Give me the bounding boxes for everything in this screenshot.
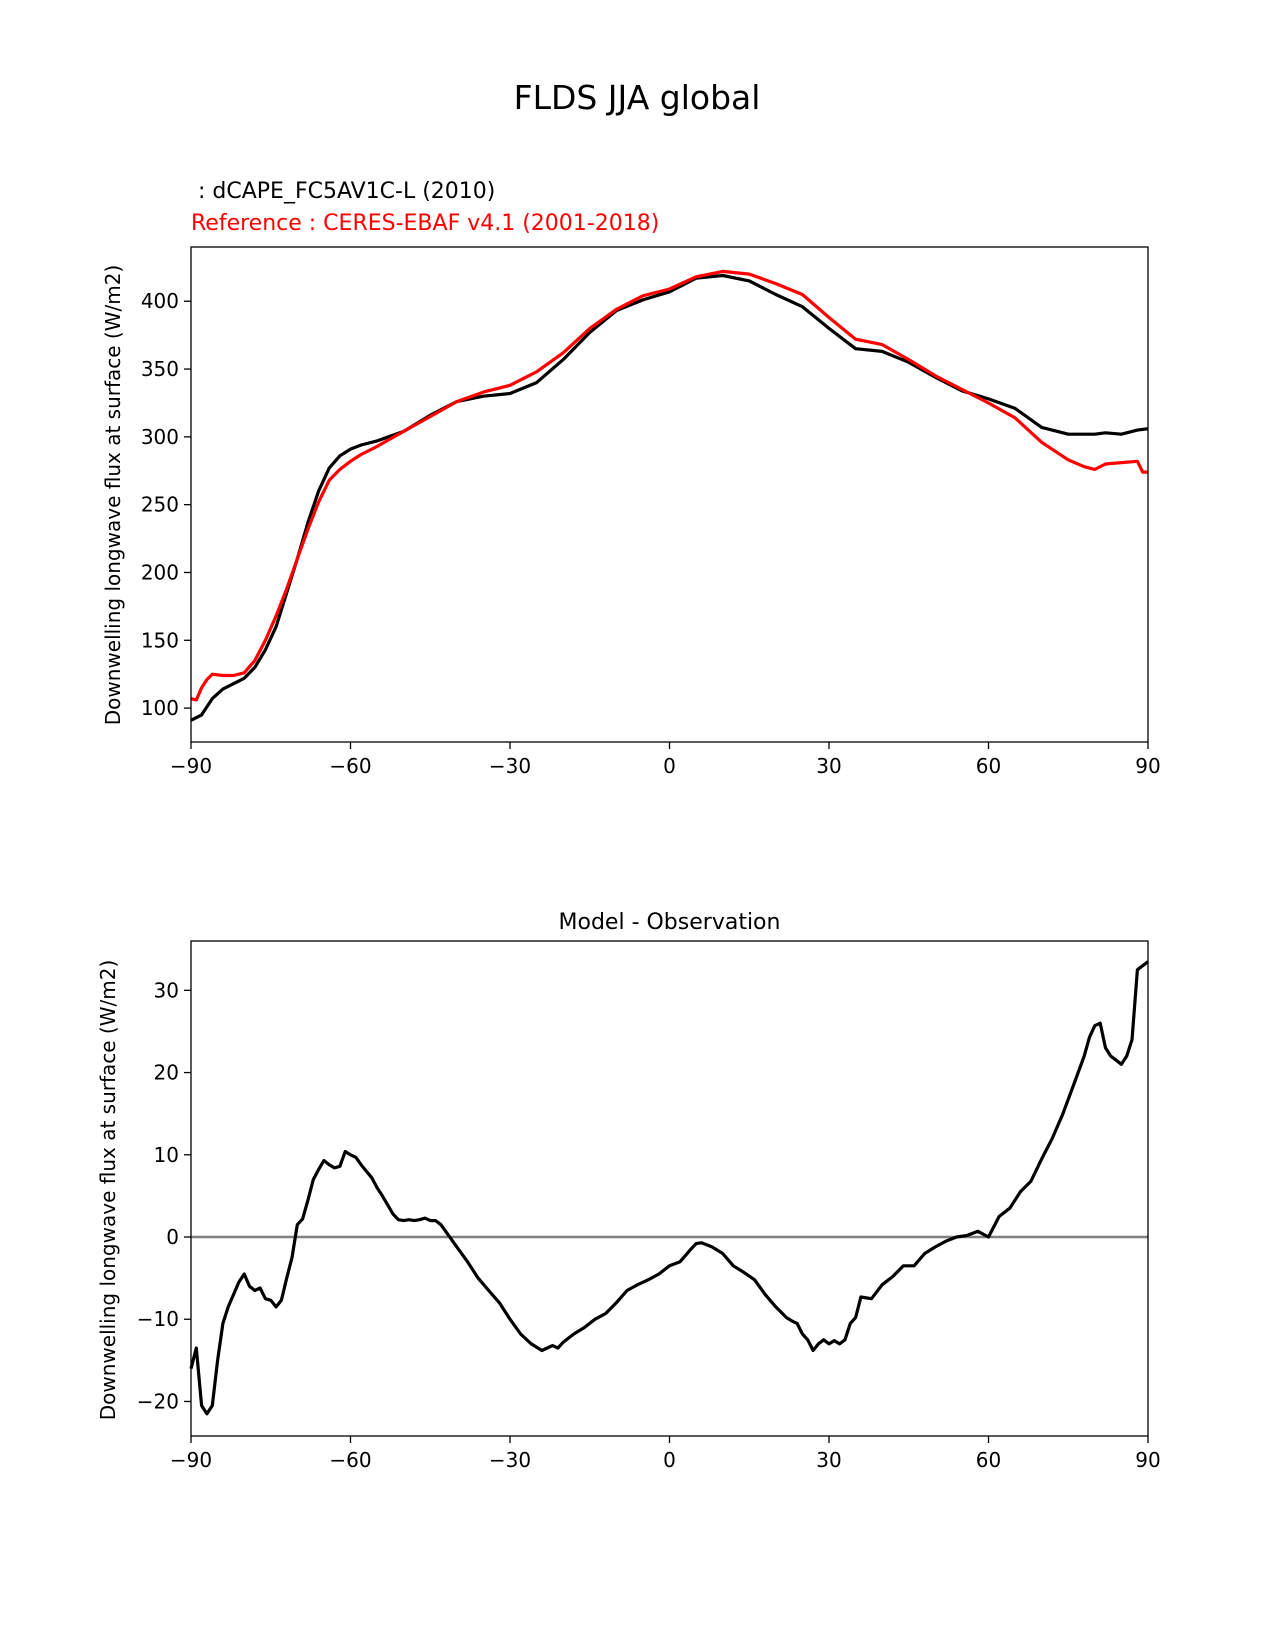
top-ytick-label: 200 <box>141 560 179 584</box>
bottom-panel: Model - Observation −90 −60 −30 0 30 60 90−20−… <box>96 910 1161 1472</box>
bottom-panel-ylabel: Downwelling longwave flux at surface (W/… <box>96 960 120 1421</box>
top-plot-area: −90 −60 −30 0 30 60 90 100 150 200 250 300 350 400 <box>141 246 1161 778</box>
bottom-ytick-label: 30 <box>154 978 179 1002</box>
bottom-ytick-label: −10 <box>137 1307 179 1331</box>
top-xtick-label: −30 <box>489 754 531 778</box>
bottom-xtick-label: −30 <box>489 1448 531 1472</box>
bottom-xtick-label: 90 <box>1135 1448 1160 1472</box>
top-panel-ylabel: Downwelling longwave flux at surface (W/… <box>101 265 125 726</box>
top-xtick-label: 90 <box>1135 754 1160 778</box>
bottom-xtick-label: −60 <box>329 1448 371 1472</box>
bottom-xtick-label: −90 <box>170 1448 212 1472</box>
bottom-ytick-label: 10 <box>154 1143 179 1167</box>
top-xtick-label: −60 <box>329 754 371 778</box>
bottom-ytick-label: −20 <box>137 1389 179 1413</box>
top-ytick-label: 150 <box>141 628 179 652</box>
bottom-xtick-label: 60 <box>976 1448 1001 1472</box>
top-xtick-label: 0 <box>663 754 676 778</box>
reference-label: Reference : CERES-EBAF v4.1 (2001-2018) <box>191 211 659 236</box>
figure-title: FLDS JJA global <box>514 78 761 117</box>
bottom-ytick-label: 0 <box>166 1225 179 1249</box>
bottom-series-line-0 <box>189 960 1149 1416</box>
bottom-xtick-label: 0 <box>663 1448 676 1472</box>
top-xtick-label: 60 <box>976 754 1001 778</box>
bottom-plot-area: −90 −60 −30 0 30 60 90 −20 −10 0 10 20 30 <box>137 940 1161 1472</box>
top-xtick-label: −90 <box>170 754 212 778</box>
top-ytick-label: 100 <box>141 696 179 720</box>
model-label: : dCAPE_FC5AV1C-L (2010) <box>191 179 495 204</box>
top-ytick-label: 250 <box>141 493 179 517</box>
top-xtick-label: 30 <box>816 754 841 778</box>
bottom-xtick-label: 30 <box>816 1448 841 1472</box>
top-ytick-label: 350 <box>141 357 179 381</box>
top-panel: −90 −60 −30 0 30 60 90 100 150 200 250 300 350 400 Do… <box>101 246 1161 778</box>
top-series-line-1 <box>190 269 1148 702</box>
top-series-line-0 <box>190 273 1149 722</box>
top-ytick-label: 400 <box>141 289 179 313</box>
bottom-panel-title: Model - Observation <box>559 910 781 935</box>
top-ytick-label: 300 <box>141 425 179 449</box>
bottom-ytick-label: 20 <box>154 1061 179 1085</box>
